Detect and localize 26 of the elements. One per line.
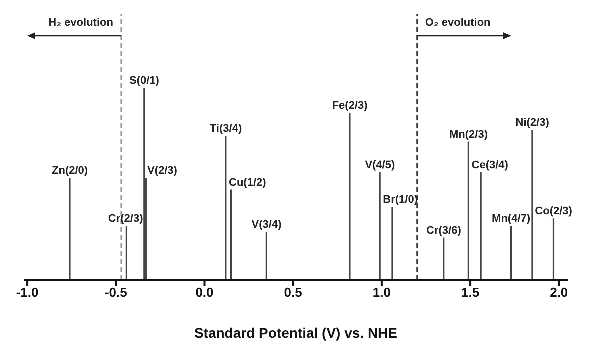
ref-line-label: O₂ evolution <box>425 17 492 29</box>
annotation: Mn(2/3) <box>450 128 488 141</box>
annotation: Ce(3/4) <box>472 159 509 172</box>
annotation: V(4/5) <box>365 159 396 172</box>
annotation: Zn(2/0) <box>52 165 88 178</box>
annotation: Cu(1/2) <box>229 176 267 189</box>
annotation: Mn(4/7) <box>492 213 531 226</box>
annotation: Br(1/0) <box>383 194 418 206</box>
annotation: V(3/4) <box>252 219 282 231</box>
x-axis-title: Standard Potential (V) vs. NHE <box>194 325 398 341</box>
annotation: Fe(2/3) <box>332 100 368 112</box>
x-tick-label: 1.5 <box>462 285 480 300</box>
annotation: Ni(2/3) <box>516 117 550 130</box>
x-tick-label: 1.0 <box>372 285 391 300</box>
annotation: Ti(3/4) <box>210 123 242 135</box>
x-tick-label: 0.0 <box>196 285 214 300</box>
x-tick-label: 0.5 <box>284 285 302 300</box>
annotation: Cr(2/3) <box>108 213 144 226</box>
x-tick-label: -1.0 <box>16 285 39 300</box>
x-tick-label: -0.5 <box>104 285 128 300</box>
annotation: Co(2/3) <box>535 206 573 218</box>
annotation: S(0/1) <box>130 75 160 87</box>
x-tick-label: 2.0 <box>550 285 568 300</box>
annotation: V(2/3) <box>147 165 178 178</box>
ref-line-label: H₂ evolution <box>48 17 114 29</box>
annotation: Cr(3/6) <box>426 224 462 237</box>
